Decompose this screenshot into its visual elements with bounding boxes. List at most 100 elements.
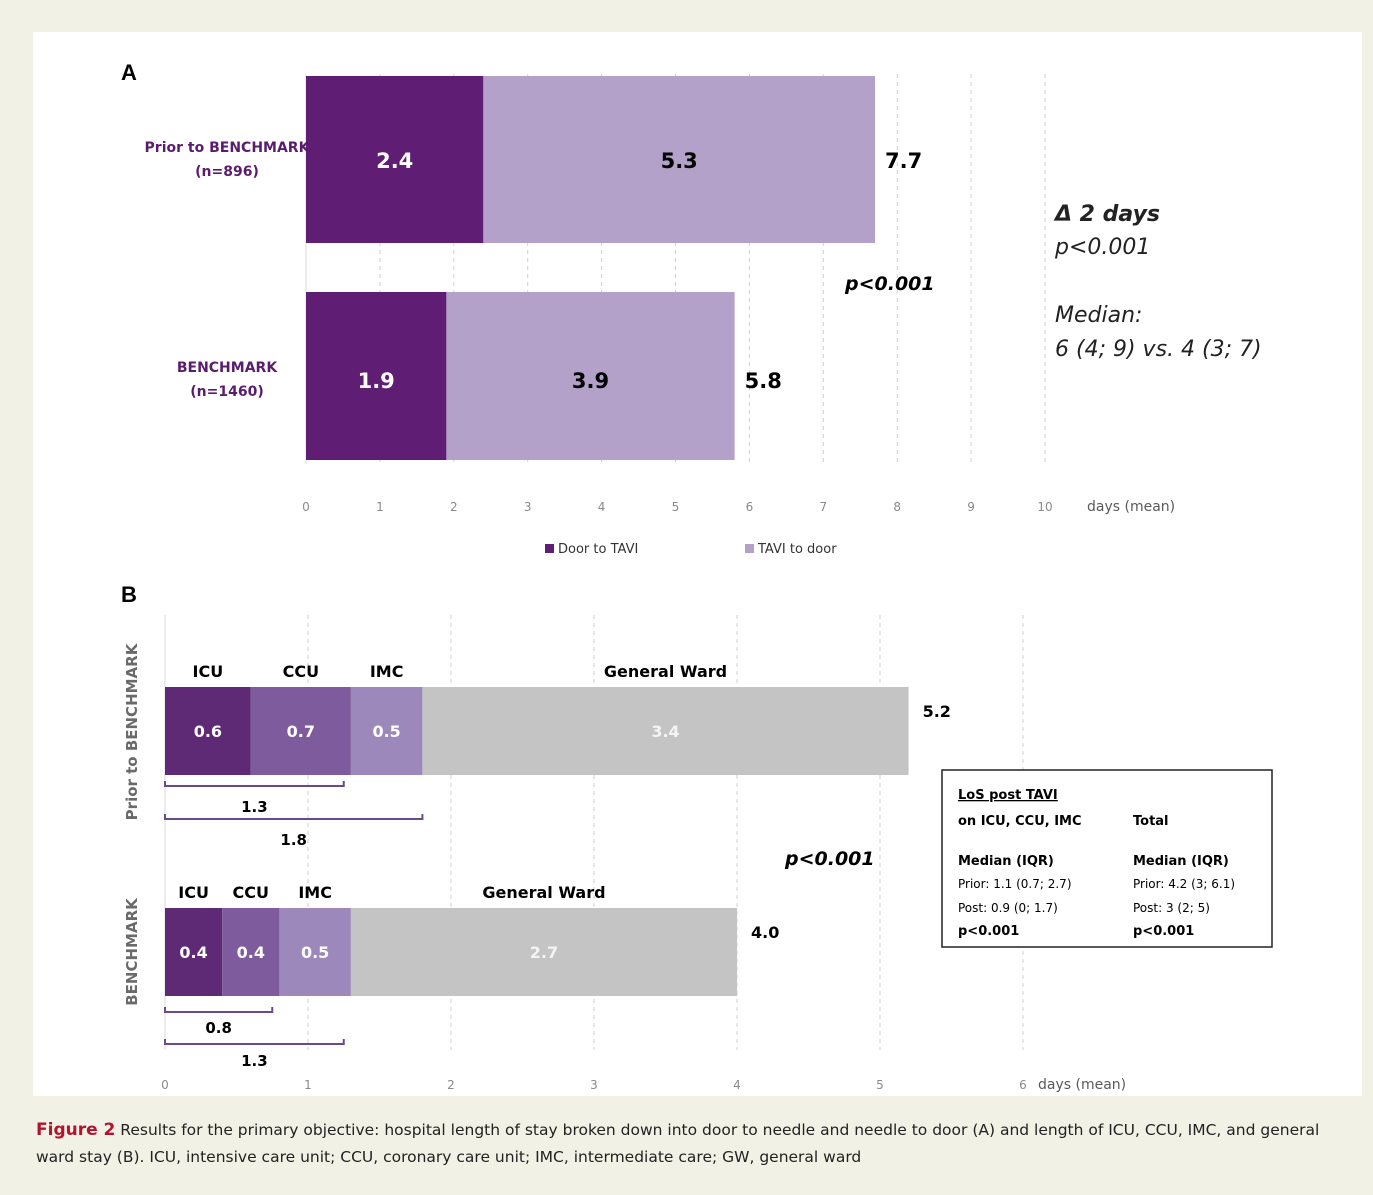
los-box-col1-median: Median (IQR): [958, 854, 1054, 869]
bar-label-a: 1.9: [358, 369, 395, 393]
bar-segment-a: [446, 292, 735, 460]
caption-figure-label: Figure 2: [36, 1120, 116, 1140]
side-note-delta: Δ 2 days: [1053, 202, 1160, 227]
bar-segment-b: [250, 687, 351, 775]
x-tick-a: 5: [672, 500, 680, 514]
segment-header-b: CCU: [283, 662, 319, 681]
los-box-col2-header: Total: [1133, 814, 1169, 829]
x-tick-b: 1: [304, 1078, 312, 1092]
bar-segment-b: [350, 687, 423, 775]
x-tick-b: 0: [161, 1078, 169, 1092]
bar-total-a: 7.7: [885, 149, 922, 173]
los-box-col1-post: Post: 0.9 (0; 1.7): [958, 901, 1058, 915]
segment-header-b: IMC: [370, 662, 404, 681]
bar-total-b: 4.0: [751, 923, 779, 942]
p-value-b: p<0.001: [784, 848, 875, 870]
los-box: LoS post TAVI on ICU, CCU, IMC Total Med…: [941, 769, 1273, 948]
los-box-col2-post: Post: 3 (2; 5): [1133, 901, 1210, 915]
bar-label-b: 0.7: [287, 722, 315, 741]
bar-label-b: 0.4: [237, 943, 265, 962]
bar-segment-a: [483, 76, 876, 243]
bar-segment-b: [422, 687, 909, 775]
bar-label-a: 2.4: [376, 149, 413, 173]
segment-header-b: ICU: [178, 883, 209, 902]
los-box-col1-p: p<0.001: [958, 924, 1019, 939]
side-note-median-title: Median:: [1055, 303, 1142, 328]
bar-total-a: 5.8: [745, 369, 782, 393]
side-note-median-values: 6 (4; 9) vs. 4 (3; 7): [1055, 337, 1262, 362]
bracket-b: [164, 1039, 345, 1045]
bar-label-b: 3.4: [651, 722, 679, 741]
x-tick-b: 3: [590, 1078, 598, 1092]
bracket-label-b: 1.8: [280, 831, 307, 849]
los-box-title: LoS post TAVI: [958, 788, 1058, 803]
bar-label-b: 2.7: [530, 943, 558, 962]
bar-segment-a: [306, 292, 447, 460]
bracket-b: [164, 1007, 274, 1013]
segment-header-b: General Ward: [604, 662, 727, 681]
x-tick-a: 10: [1037, 500, 1052, 514]
side-note-p: p<0.001: [1054, 235, 1150, 260]
chart-b: 0 1 2 3 4 5 6 days (mean) 0.6 ICU 0.7 CCU 0.5 IMC 3.4 G…: [123, 615, 1126, 1093]
bracket-label-b: 0.8: [205, 1019, 232, 1037]
bar-segment-b: [222, 908, 280, 996]
x-tick-a: 7: [819, 500, 827, 514]
legend-label-a: TAVI to door: [757, 542, 837, 557]
category-label-a: (n=896): [195, 164, 259, 180]
category-label-a: BENCHMARK: [177, 360, 278, 376]
x-tick-a: 3: [524, 500, 532, 514]
bar-segment-a: [306, 76, 484, 243]
figure-panel: A B 0 1 2 3 4 5 6 7 8 9 10 days (mean) 2.4 5.3 7.7 Prio…: [33, 32, 1362, 1096]
legend-swatch-a: [545, 544, 554, 553]
category-label-b: Prior to BENCHMARK: [123, 642, 141, 820]
segment-header-b: General Ward: [482, 883, 605, 902]
bar-total-b: 5.2: [923, 702, 951, 721]
bar-segment-b: [165, 687, 251, 775]
x-axis-label-b: days (mean): [1038, 1077, 1126, 1093]
bar-segment-b: [350, 908, 737, 996]
p-value-a: p<0.001: [844, 273, 935, 295]
los-box-col2-prior: Prior: 4.2 (3; 6.1): [1133, 877, 1235, 891]
los-box-col1-header: on ICU, CCU, IMC: [958, 814, 1082, 829]
caption-text: Results for the primary objective: hospi…: [36, 1121, 1320, 1166]
legend-swatch-a: [745, 544, 754, 553]
bar-label-a: 3.9: [572, 369, 609, 393]
bar-label-b: 0.5: [301, 943, 329, 962]
segment-header-b: CCU: [233, 883, 269, 902]
bracket-b: [164, 814, 424, 820]
x-tick-a: 9: [967, 500, 975, 514]
x-tick-b: 5: [876, 1078, 884, 1092]
category-label-b: BENCHMARK: [123, 897, 141, 1006]
bar-label-b: 0.6: [194, 722, 222, 741]
figure-canvas: A B 0 1 2 3 4 5 6 7 8 9 10 days (mean)2.4 5.3 7.7Prio…: [121, 60, 1273, 1093]
los-box-col2-median: Median (IQR): [1133, 854, 1229, 869]
x-tick-b: 6: [1019, 1078, 1027, 1092]
bracket-label-b: 1.3: [241, 798, 268, 816]
bar-label-a: 5.3: [661, 149, 698, 173]
bar-segment-b: [165, 908, 223, 996]
category-label-a: Prior to BENCHMARK: [145, 140, 311, 156]
figure-caption: Figure 2 Results for the primary objecti…: [36, 1117, 1346, 1171]
panel-label-a: A: [121, 60, 137, 85]
x-tick-a: 8: [893, 500, 901, 514]
segment-header-b: IMC: [298, 883, 332, 902]
panel-label-b: B: [121, 582, 137, 607]
category-label-a: (n=1460): [190, 384, 263, 400]
segment-header-b: ICU: [193, 662, 224, 681]
chart-a: 0 1 2 3 4 5 6 7 8 9 10 days (mean) 2.4 5.3 7.7 Prior to…: [145, 74, 1175, 557]
los-box-col1-prior: Prior: 1.1 (0.7; 2.7): [958, 877, 1072, 891]
x-tick-a: 0: [302, 500, 310, 514]
los-box-border: [941, 769, 1273, 948]
bracket-b: [164, 781, 345, 787]
bar-label-b: 0.4: [179, 943, 207, 962]
legend-label-a: Door to TAVI: [558, 542, 638, 557]
x-tick-a: 4: [598, 500, 606, 514]
x-tick-a: 1: [376, 500, 384, 514]
x-tick-b: 2: [447, 1078, 455, 1092]
bar-label-b: 0.5: [372, 722, 400, 741]
bracket-label-b: 1.3: [241, 1052, 268, 1070]
x-axis-label-a: days (mean): [1087, 499, 1175, 515]
x-tick-a: 2: [450, 500, 458, 514]
los-box-col2-p: p<0.001: [1133, 924, 1194, 939]
x-tick-b: 4: [733, 1078, 741, 1092]
